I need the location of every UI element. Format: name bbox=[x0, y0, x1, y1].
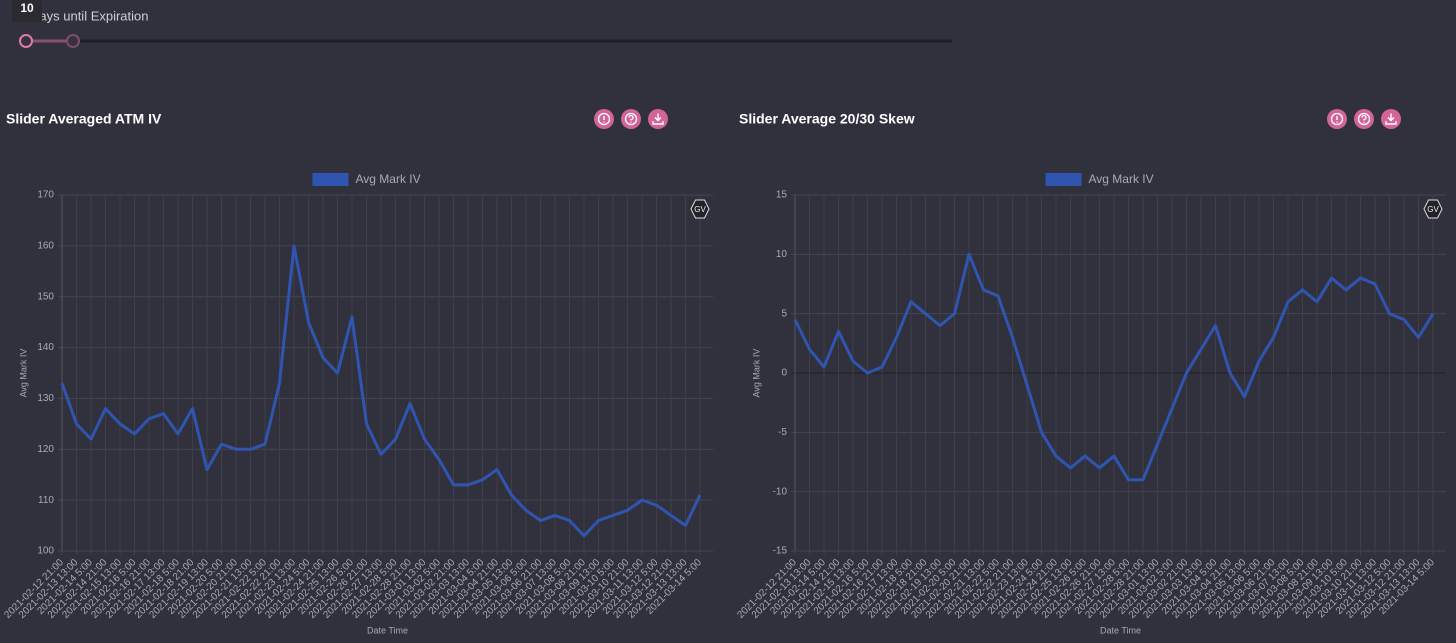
y-tick-label: 0 bbox=[781, 368, 787, 379]
legend-label: Avg Mark IV bbox=[356, 172, 421, 186]
data-line bbox=[60, 244, 702, 538]
y-tick-label: 15 bbox=[776, 190, 788, 201]
y-axis-label: Avg Mark IV bbox=[18, 349, 28, 398]
slider-value: 10 bbox=[20, 1, 34, 15]
icon bbox=[652, 113, 664, 125]
data-line bbox=[793, 252, 1435, 482]
y-tick-label: 100 bbox=[37, 546, 54, 557]
icon bbox=[1361, 114, 1367, 123]
y-tick-label: -15 bbox=[773, 546, 788, 557]
legend-swatch bbox=[312, 173, 349, 186]
y-tick-label: 130 bbox=[37, 393, 54, 404]
slider-handle[interactable] bbox=[19, 34, 33, 48]
slider-handle[interactable] bbox=[66, 34, 80, 48]
icon bbox=[1385, 113, 1397, 125]
y-tick-label: 120 bbox=[37, 444, 54, 455]
icon bbox=[1330, 112, 1344, 126]
icon bbox=[1357, 112, 1371, 126]
legend-label: Avg Mark IV bbox=[1089, 172, 1154, 186]
icon bbox=[628, 114, 634, 123]
y-tick-label: 170 bbox=[37, 190, 54, 201]
y-tick-label: 140 bbox=[37, 342, 54, 353]
slider-label: Days until Expiration bbox=[30, 8, 149, 23]
y-tick-label: 10 bbox=[776, 249, 788, 260]
icon bbox=[597, 112, 611, 126]
y-tick-label: 160 bbox=[37, 240, 54, 251]
y-tick-label: 5 bbox=[781, 308, 787, 319]
x-axis-label: Date Time bbox=[1100, 625, 1141, 635]
slider-tooltip bbox=[12, 0, 42, 22]
legend-swatch bbox=[1045, 173, 1082, 186]
y-tick-label: 150 bbox=[37, 291, 54, 302]
watermark: GV bbox=[1427, 205, 1439, 214]
y-tick-label: 110 bbox=[38, 495, 54, 506]
watermark-hex bbox=[1423, 199, 1443, 219]
chart-title: Slider Average 20/30 Skew bbox=[739, 111, 915, 127]
watermark-hex bbox=[690, 199, 710, 219]
chart-title: Slider Averaged ATM IV bbox=[6, 111, 162, 127]
y-tick-label: -5 bbox=[778, 427, 787, 438]
watermark: GV bbox=[694, 205, 706, 214]
icon bbox=[624, 112, 638, 126]
y-tick-label: -10 bbox=[773, 486, 788, 497]
x-axis-label: Date Time bbox=[367, 625, 408, 635]
y-axis-label: Avg Mark IV bbox=[751, 349, 761, 398]
